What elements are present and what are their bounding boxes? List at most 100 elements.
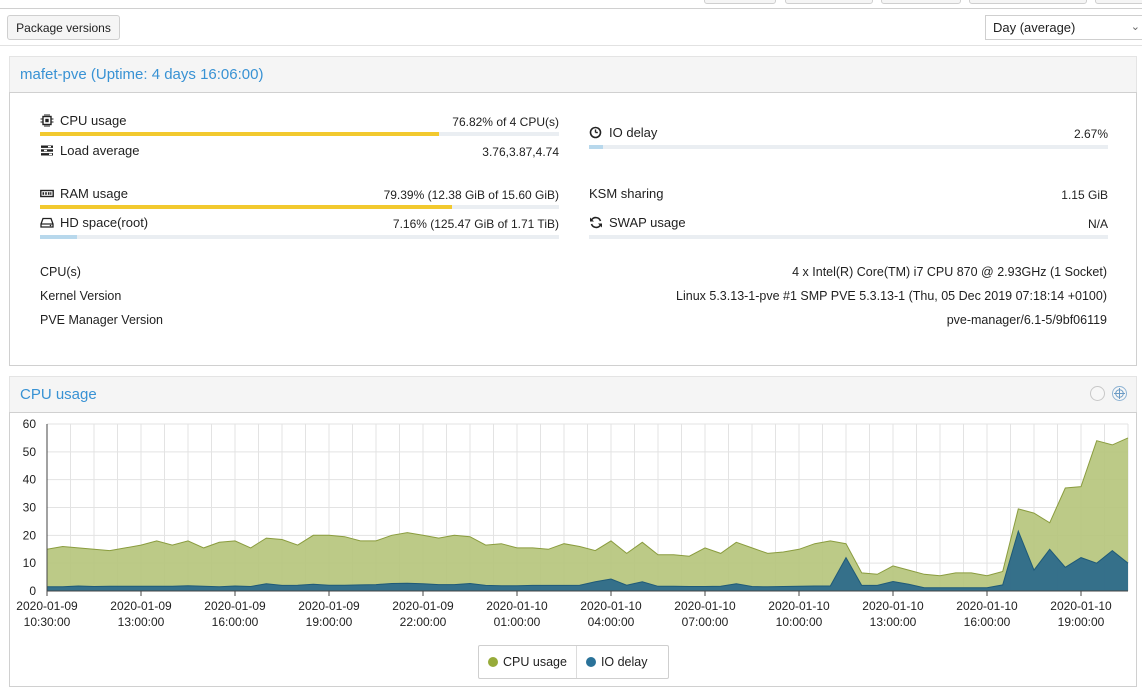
info-label-cpus: CPU(s) xyxy=(40,265,81,279)
hd-space-bar-fill xyxy=(40,235,78,239)
ram-usage-label: RAM usage xyxy=(40,186,128,201)
x-tick-label-time: 13:00:00 xyxy=(118,615,165,629)
io-delay-bar xyxy=(589,145,1108,149)
ksm-sharing-label: KSM sharing xyxy=(589,186,663,201)
x-tick-label-date: 2020-01-10 xyxy=(674,599,736,613)
cpu-chart-header: CPU usage xyxy=(9,376,1137,412)
cpu-usage-bar-fill xyxy=(40,132,439,136)
node-summary-body xyxy=(9,92,1137,366)
legend-label-cpu: CPU usage xyxy=(503,655,567,669)
package-versions-button[interactable]: Package versions xyxy=(7,15,120,40)
x-tick-label-time: 16:00:00 xyxy=(964,615,1011,629)
info-label-pve-manager: PVE Manager Version xyxy=(40,313,163,327)
cpu-chart-title: CPU usage xyxy=(20,386,97,403)
undo-zoom-icon[interactable] xyxy=(1090,386,1105,401)
toolbar-button-stub[interactable] xyxy=(704,0,776,4)
legend-item-io[interactable]: IO delay xyxy=(575,646,657,678)
chart-legend: CPU usage IO delay xyxy=(478,645,669,679)
crosshair-icon[interactable] xyxy=(1112,386,1127,401)
ksm-sharing-label-text: KSM sharing xyxy=(589,186,664,201)
info-value-pve-manager: pve-manager/6.1-5/9bf06119 xyxy=(946,313,1107,327)
cpu-usage-area xyxy=(47,437,1128,591)
toolbar-separator xyxy=(0,45,1142,46)
timeframe-value: Day (average) xyxy=(993,20,1076,35)
x-tick-label-time: 13:00:00 xyxy=(870,615,917,629)
toolbar-button-stub[interactable] xyxy=(881,0,961,4)
hd-space-bar xyxy=(40,235,559,239)
cpu-usage-bar xyxy=(40,132,559,136)
swap-usage-label-text: SWAP usage xyxy=(609,215,686,230)
info-value-cpus: 4 x Intel(R) Core(TM) i7 CPU 870 @ 2.93G… xyxy=(792,265,1107,279)
timeframe-select[interactable]: Day (average) ⌄ xyxy=(985,15,1142,40)
io-delay-bar-fill xyxy=(589,145,603,149)
tasks-icon xyxy=(40,144,54,157)
cpu-usage-value: 76.82% of 4 CPU(s) xyxy=(452,115,559,129)
x-tick-label-date: 2020-01-10 xyxy=(862,599,924,613)
x-tick-label-date: 2020-01-09 xyxy=(110,599,172,613)
info-label-kernel: Kernel Version xyxy=(40,289,122,303)
clock-icon xyxy=(589,126,603,139)
load-average-value: 3.76,3.87,4.74 xyxy=(482,145,559,159)
io-delay-line xyxy=(47,529,1129,589)
toolbar-button-stub[interactable] xyxy=(969,0,1087,4)
io-delay-value: 2.67% xyxy=(1073,127,1108,141)
x-tick-label-date: 2020-01-10 xyxy=(768,599,830,613)
y-tick-label: 40 xyxy=(23,473,37,487)
x-tick-label-time: 19:00:00 xyxy=(1058,615,1105,629)
toolbar-divider xyxy=(0,8,1142,9)
ram-usage-value: 79.39% (12.38 GiB of 15.60 GiB) xyxy=(383,188,559,202)
node-summary-title: mafet-pve (Uptime: 4 days 16:06:00) xyxy=(20,66,264,83)
ram-usage-bar-fill xyxy=(40,205,453,209)
hdd-icon xyxy=(40,216,54,229)
x-tick-label-time: 19:00:00 xyxy=(306,615,353,629)
cpu-usage-chart[interactable]: 0 10 20 30 40 50 60 2020-01-09 10:30:00 2020-01-0… xyxy=(0,412,1142,644)
y-tick-label: 0 xyxy=(29,584,36,598)
x-tick-label-date: 2020-01-10 xyxy=(486,599,548,613)
io-delay-label: IO delay xyxy=(589,125,657,140)
y-tick-label: 10 xyxy=(23,556,37,570)
x-tick-label-time: 16:00:00 xyxy=(212,615,259,629)
x-tick-label-date: 2020-01-09 xyxy=(298,599,360,613)
ram-usage-bar xyxy=(40,205,559,209)
x-tick-label-time: 01:00:00 xyxy=(494,615,541,629)
cpu-usage-line xyxy=(46,437,1129,577)
hd-space-label: HD space(root) xyxy=(40,215,148,230)
y-tick-label: 50 xyxy=(23,445,37,459)
y-tick-label: 60 xyxy=(23,417,37,431)
x-tick-label-time: 10:30:00 xyxy=(24,615,71,629)
x-tick-label-time: 22:00:00 xyxy=(400,615,447,629)
cpu-usage-label-text: CPU usage xyxy=(60,113,127,128)
hd-space-label-text: HD space(root) xyxy=(60,215,149,230)
x-tick-label-time: 10:00:00 xyxy=(776,615,823,629)
load-average-label: Load average xyxy=(40,143,140,158)
legend-item-cpu[interactable]: CPU usage xyxy=(479,646,576,678)
legend-swatch-io xyxy=(585,657,596,667)
toolbar-button-stub[interactable] xyxy=(1095,0,1142,4)
ram-usage-label-text: RAM usage xyxy=(60,186,128,201)
load-average-label-text: Load average xyxy=(60,143,140,158)
x-tick-label-date: 2020-01-09 xyxy=(392,599,454,613)
hd-space-value: 7.16% (125.47 GiB of 1.71 TiB) xyxy=(392,217,559,231)
swap-usage-bar xyxy=(589,235,1108,239)
x-tick-label-time: 04:00:00 xyxy=(588,615,635,629)
swap-usage-value: N/A xyxy=(1087,217,1108,231)
x-tick-label-date: 2020-01-10 xyxy=(1050,599,1112,613)
y-tick-label: 30 xyxy=(23,501,37,515)
legend-swatch-cpu xyxy=(488,657,498,667)
toolbar-button-stub[interactable] xyxy=(785,0,873,4)
x-tick-label-date: 2020-01-09 xyxy=(16,599,78,613)
memory-icon xyxy=(40,187,54,200)
chevron-down-icon[interactable]: ⌄ xyxy=(1130,21,1140,33)
cpu-usage-label: CPU usage xyxy=(40,113,126,128)
x-tick-label-time: 07:00:00 xyxy=(682,615,729,629)
refresh-icon xyxy=(589,216,603,229)
swap-usage-label: SWAP usage xyxy=(589,215,686,230)
x-tick-label-date: 2020-01-10 xyxy=(956,599,1018,613)
x-tick-label-date: 2020-01-10 xyxy=(580,599,642,613)
io-delay-area xyxy=(47,531,1128,591)
x-tick-label-date: 2020-01-09 xyxy=(204,599,266,613)
y-tick-label: 20 xyxy=(23,528,37,542)
io-delay-label-text: IO delay xyxy=(609,125,658,140)
cpu-chip-icon xyxy=(40,114,54,127)
legend-label-io: IO delay xyxy=(600,655,648,669)
